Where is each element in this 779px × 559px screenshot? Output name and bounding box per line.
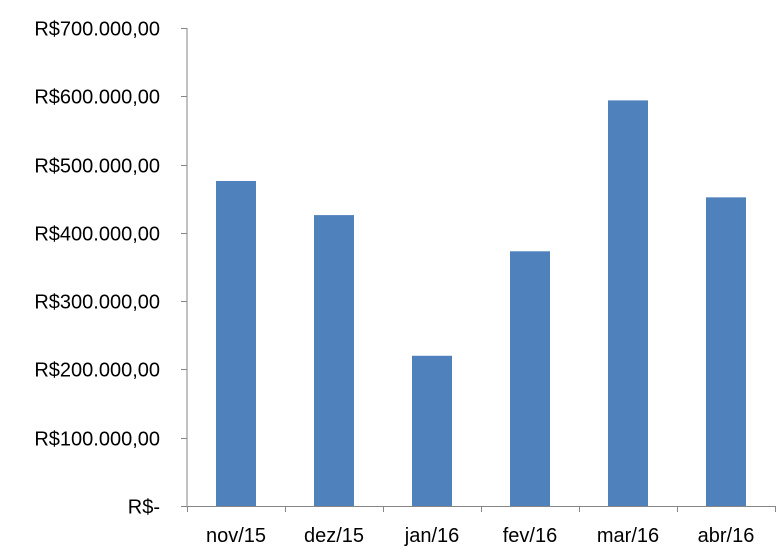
bar-mar-16 [608, 100, 648, 506]
y-tick-label: R$- [128, 497, 160, 519]
x-tick-label: mar/16 [597, 525, 659, 547]
bar-nov-15 [216, 180, 256, 506]
x-tick-label: dez/15 [304, 525, 364, 547]
x-tick-label: jan/16 [404, 525, 460, 547]
x-tick-label: abr/16 [698, 525, 755, 547]
y-tick-label: R$300.000,00 [34, 292, 160, 314]
bars [216, 100, 746, 507]
y-tick-label: R$700.000,00 [34, 19, 160, 41]
bar-dez-15 [314, 215, 354, 507]
y-tick-label: R$500.000,00 [34, 156, 160, 178]
x-tick-label: fev/16 [503, 525, 557, 547]
x-axis: nov/15 dez/15 jan/16 fev/16 mar/16 abr/16 [187, 506, 776, 547]
bar-jan-16 [412, 355, 452, 506]
y-axis: R$- R$100.000,00 R$200.000,00 R$300.000,00 R… [34, 19, 188, 519]
bar-fev-16 [510, 251, 550, 506]
x-tick-label: nov/15 [206, 525, 266, 547]
y-tick-label: R$200.000,00 [34, 360, 160, 382]
y-tick-label: R$400.000,00 [34, 224, 160, 246]
bar-abr-16 [706, 197, 746, 506]
y-tick-label: R$100.000,00 [34, 429, 160, 451]
y-tick-label: R$600.000,00 [34, 87, 160, 109]
